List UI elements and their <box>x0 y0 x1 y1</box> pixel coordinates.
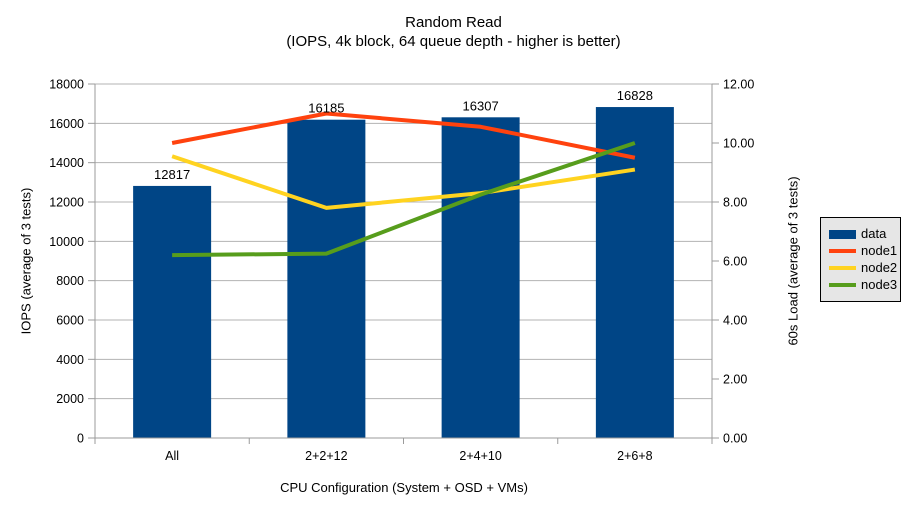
legend-item: data <box>829 226 900 242</box>
bar-value-label: 16828 <box>617 88 653 103</box>
category-label: 2+2+12 <box>305 449 347 463</box>
right-axis-tick-label: 10.00 <box>723 137 754 151</box>
line-node3 <box>172 141 636 258</box>
right-axis-tick-label: 0.00 <box>723 432 747 446</box>
bar <box>133 185 212 438</box>
legend-swatch-node2 <box>829 266 856 270</box>
right-axis-tick-label: 12.00 <box>723 78 754 92</box>
chart-subtitle: (IOPS, 4k block, 64 queue depth - higher… <box>286 33 621 50</box>
left-axis-tick-label: 2000 <box>56 392 84 406</box>
left-axis-tick-label: 14000 <box>49 156 84 170</box>
category-label: 2+4+10 <box>459 449 501 463</box>
bar-value-label: 16185 <box>308 101 344 116</box>
left-axis-tick-label: 8000 <box>56 274 84 288</box>
bar-value-label: 12817 <box>154 167 190 182</box>
bar-value-label: 16307 <box>463 98 499 113</box>
legend-label: node2 <box>861 260 898 275</box>
legend-swatch-node3 <box>829 283 856 287</box>
legend-label: node3 <box>861 277 898 292</box>
left-axis-tick-label: 12000 <box>49 196 84 210</box>
category-label: 2+6+8 <box>617 449 653 463</box>
legend-label: node1 <box>861 243 898 258</box>
x-axis-title: CPU Configuration (System + OSD + VMs) <box>280 480 528 495</box>
bar <box>595 107 674 439</box>
legend-swatch-node1 <box>829 249 856 253</box>
right-axis-tick-label: 8.00 <box>723 196 747 210</box>
left-axis-tick-label: 10000 <box>49 235 84 249</box>
right-axis-tick-label: 6.00 <box>723 255 747 269</box>
legend-item: node2 <box>829 260 900 276</box>
left-axis-tick-label: 4000 <box>56 353 84 367</box>
chart-title: Random Read <box>405 14 502 31</box>
right-axis-title: 60s Load (average of 3 tests) <box>785 176 801 346</box>
category-label: All <box>165 449 179 463</box>
legend-item: node1 <box>829 243 900 259</box>
bar <box>441 117 520 439</box>
legend: data node1 node2 node3 <box>820 217 901 302</box>
left-axis-tick-label: 6000 <box>56 314 84 328</box>
left-axis-tick-label: 16000 <box>49 117 84 131</box>
line-node1 <box>171 111 636 160</box>
line-node2 <box>171 154 636 210</box>
legend-swatch-data <box>829 229 856 239</box>
legend-item: node3 <box>829 277 900 293</box>
legend-label: data <box>861 226 887 241</box>
chart-title-block: Random Read (IOPS, 4k block, 64 queue de… <box>0 13 907 51</box>
left-axis-tick-label: 0 <box>77 432 84 446</box>
right-axis-tick-label: 2.00 <box>723 373 747 387</box>
right-axis-tick-label: 4.00 <box>723 314 747 328</box>
bar <box>287 119 366 438</box>
left-axis-tick-label: 18000 <box>49 78 84 92</box>
left-axis-title: IOPS (average of 3 tests) <box>18 187 34 335</box>
